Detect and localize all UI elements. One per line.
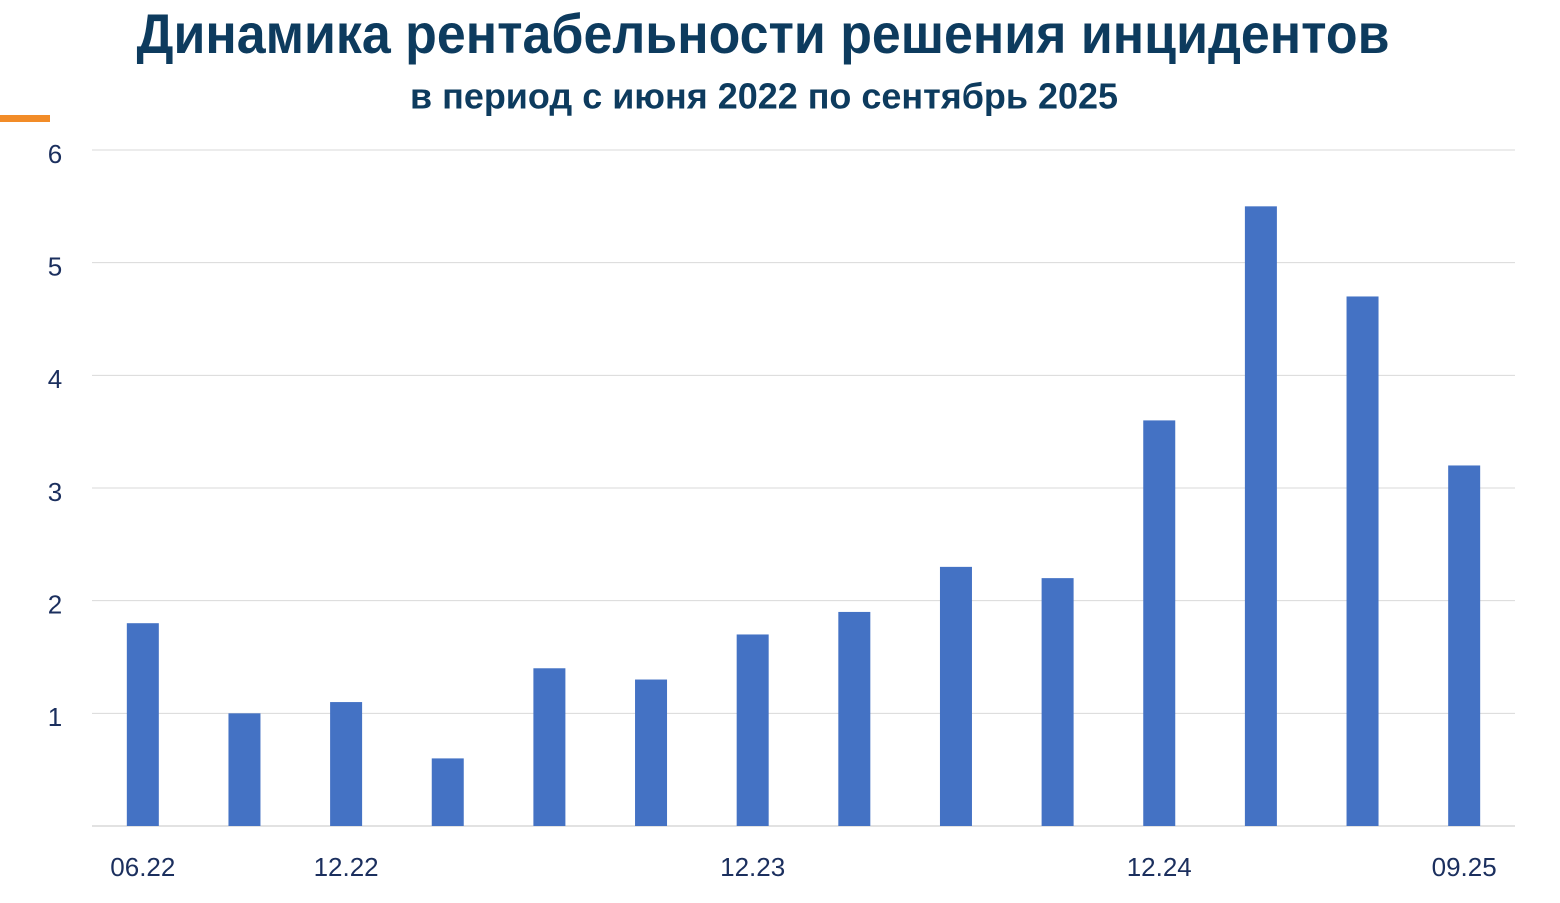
bar <box>1448 465 1481 826</box>
x-tick-label: 09.25 <box>1432 852 1497 882</box>
x-tick-label: 06.22 <box>110 852 175 882</box>
chart-title: Динамика рентабельности решения инцидент… <box>137 2 1390 65</box>
y-tick-label: 2 <box>48 590 62 620</box>
x-tick-label: 12.24 <box>1127 852 1192 882</box>
y-tick-label: 5 <box>48 252 62 282</box>
bar <box>1143 420 1176 826</box>
y-tick-label: 6 <box>48 139 62 169</box>
bar <box>635 679 668 826</box>
bar <box>1244 206 1277 827</box>
bar <box>431 758 464 826</box>
bar <box>533 668 566 826</box>
bar <box>736 634 769 826</box>
bar <box>1041 578 1074 826</box>
bar <box>228 713 261 826</box>
y-tick-label: 4 <box>48 364 62 394</box>
chart-subtitle: в период с июня 2022 по сентябрь 2025 <box>410 76 1118 117</box>
y-tick-label: 3 <box>48 477 62 507</box>
x-tick-label: 12.23 <box>720 852 785 882</box>
bar <box>939 566 972 826</box>
bar <box>838 611 871 826</box>
accent-bar <box>0 115 50 122</box>
bar <box>126 623 159 826</box>
x-tick-label: 12.22 <box>314 852 379 882</box>
bar <box>1346 296 1379 826</box>
y-tick-label: 1 <box>48 702 62 732</box>
bar <box>330 702 363 826</box>
